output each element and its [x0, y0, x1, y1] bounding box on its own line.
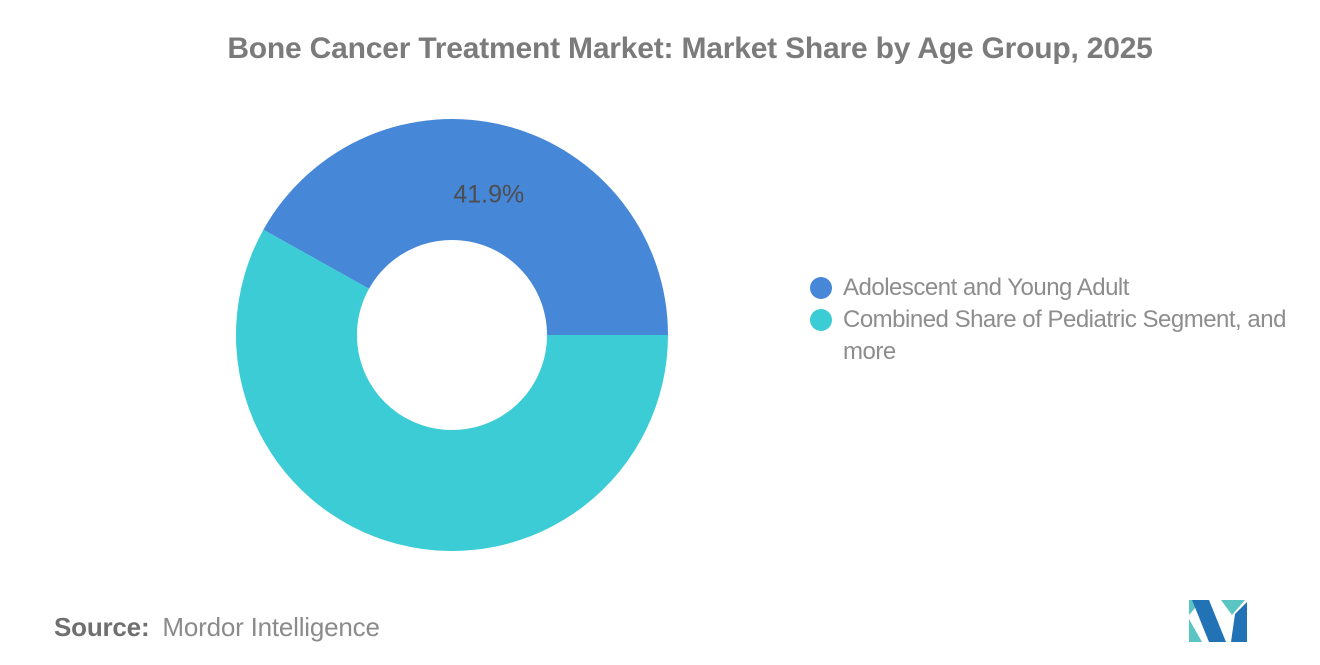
legend-marker-icon [810, 277, 832, 299]
legend: Adolescent and Young Adult Combined Share… [810, 272, 1310, 368]
logo-shape-teal-top-right [1221, 600, 1245, 615]
legend-item-1[interactable]: Combined Share of Pediatric Segment, and… [810, 304, 1310, 368]
donut-slice-0 [263, 119, 668, 336]
legend-label: Combined Share of Pediatric Segment, and… [843, 304, 1286, 368]
source-label: Source: [54, 612, 150, 642]
source-row: Source: Mordor Intelligence [54, 612, 380, 643]
legend-label-line: more [843, 338, 896, 365]
logo-shape-teal-bottom-left [1189, 619, 1202, 642]
donut-chart: 41.9% [236, 119, 668, 551]
logo-shape-blue-diagonal [1192, 600, 1226, 642]
legend-item-0[interactable]: Adolescent and Young Adult [810, 272, 1310, 304]
donut-slice-1 [236, 229, 668, 551]
slice-data-label: 41.9% [453, 181, 524, 209]
source-value: Mordor Intelligence [162, 612, 380, 642]
legend-marker-icon [810, 309, 832, 331]
logo-shape-blue-right-leg [1231, 602, 1247, 642]
legend-label: Adolescent and Young Adult [843, 272, 1129, 304]
mordor-intelligence-logo [1189, 600, 1247, 642]
legend-label-line: Combined Share of Pediatric Segment, and [843, 306, 1286, 333]
legend-label-line: Adolescent and Young Adult [843, 274, 1129, 301]
chart-title: Bone Cancer Treatment Market: Market Sha… [227, 32, 1153, 65]
